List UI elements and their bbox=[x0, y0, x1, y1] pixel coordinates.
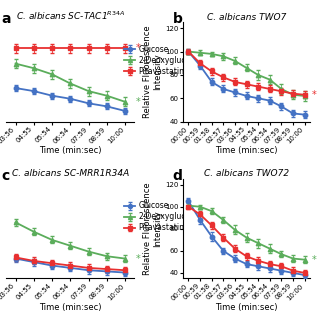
Y-axis label: Relative Fluorescence
Intensity: Relative Fluorescence Intensity bbox=[143, 26, 162, 118]
Text: d: d bbox=[172, 169, 182, 183]
X-axis label: Time (min:sec): Time (min:sec) bbox=[215, 146, 278, 155]
Y-axis label: Relative Fluorescence
Intensity: Relative Fluorescence Intensity bbox=[143, 182, 162, 275]
Title: C. albicans SC-TAC1$^{R34A}$: C. albicans SC-TAC1$^{R34A}$ bbox=[16, 9, 125, 22]
X-axis label: Time (min:sec): Time (min:sec) bbox=[39, 146, 101, 155]
Legend: Glucose, 2-Deoxyglucose, Pitavastatin: Glucose, 2-Deoxyglucose, Pitavastatin bbox=[122, 43, 201, 77]
Text: *: * bbox=[135, 43, 140, 53]
Text: b: b bbox=[172, 12, 182, 27]
Text: *: * bbox=[312, 255, 316, 265]
Title: C. albicans TWO7: C. albicans TWO7 bbox=[207, 12, 286, 22]
Text: *: * bbox=[135, 253, 140, 264]
Text: *: * bbox=[312, 90, 316, 100]
X-axis label: Time (min:sec): Time (min:sec) bbox=[39, 303, 101, 312]
Text: c: c bbox=[1, 169, 10, 183]
Text: a: a bbox=[1, 12, 11, 27]
Legend: Glucose, 2-Deoxyglucose, Pitavastatin: Glucose, 2-Deoxyglucose, Pitavastatin bbox=[122, 200, 201, 234]
Title: C. albicans TWO72: C. albicans TWO72 bbox=[204, 169, 289, 178]
X-axis label: Time (min:sec): Time (min:sec) bbox=[215, 303, 278, 312]
Title: C. albicans SC-MRR1R34A: C. albicans SC-MRR1R34A bbox=[12, 169, 129, 178]
Text: *: * bbox=[135, 97, 140, 107]
